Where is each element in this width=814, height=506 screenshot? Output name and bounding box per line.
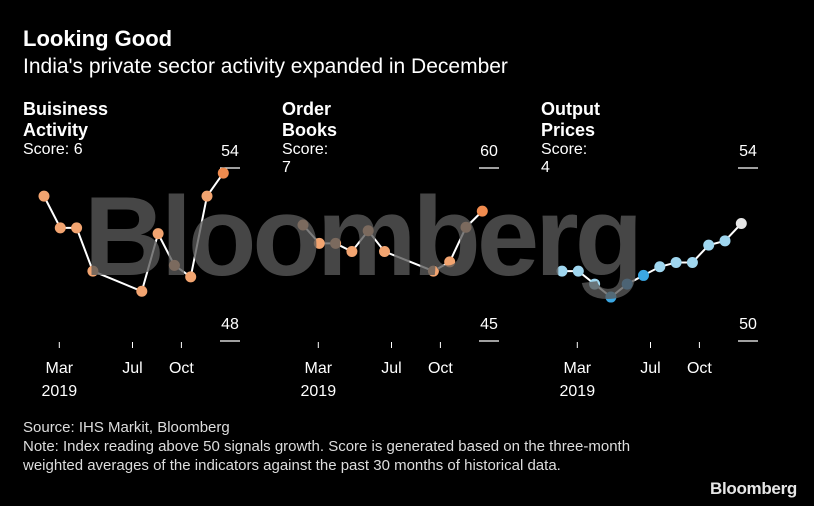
series-line (43, 172, 225, 293)
data-point (297, 219, 309, 231)
x-tick-label: Oct (169, 360, 194, 377)
data-point (572, 265, 584, 277)
x-tick-label: Oct (687, 360, 712, 377)
chart-title: Looking Good (23, 26, 173, 51)
series-line (302, 210, 484, 273)
data-point (476, 205, 488, 217)
y-tick-max: 60 (480, 143, 498, 160)
x-tick-label: Mar (305, 360, 333, 377)
panel-title: Output Prices (541, 99, 600, 140)
note-line: Note: Index reading above 50 signals gro… (23, 438, 631, 474)
data-point (589, 278, 601, 290)
data-point (638, 269, 649, 281)
panel-header: Buisiness Activity Score: 6 (23, 99, 108, 159)
data-point (621, 278, 633, 290)
y-tick-max: 54 (739, 143, 757, 160)
x-tick-year: 2019 (301, 383, 337, 400)
bloomberg-logo: Bloomberg (709, 479, 797, 498)
data-point (719, 235, 731, 247)
data-point (686, 256, 698, 268)
data-point (185, 271, 197, 283)
panel-header: Order Books Score: 7 (282, 99, 337, 177)
panel-score: Score: 4 (541, 141, 588, 176)
data-point (427, 265, 439, 277)
source-line: Source: IHS Markit, Bloomberg (23, 419, 230, 436)
data-point (136, 285, 148, 297)
x-tick-label: Mar (46, 360, 74, 377)
data-point (703, 239, 715, 251)
x-tick-label: Jul (640, 360, 660, 377)
data-point (735, 218, 747, 230)
data-point (362, 225, 374, 237)
data-point (152, 228, 164, 240)
data-point (201, 190, 213, 202)
x-tick-label: Jul (122, 360, 142, 377)
panel-score: Score: 6 (23, 141, 83, 158)
y-tick-min: 45 (480, 316, 498, 333)
data-point (670, 256, 682, 268)
x-tick-label: Oct (428, 360, 453, 377)
panel-title: Order Books (282, 99, 338, 140)
data-point (313, 237, 325, 249)
data-point (38, 190, 50, 202)
x-tick-year: 2019 (42, 383, 78, 400)
x-tick-label: Mar (564, 360, 592, 377)
data-point (379, 245, 390, 257)
y-tick-max: 54 (221, 143, 239, 160)
data-point (556, 265, 568, 277)
data-point (460, 221, 472, 233)
data-point (444, 256, 456, 268)
series-line (562, 222, 743, 299)
x-tick-label: Jul (381, 360, 401, 377)
data-point (217, 167, 229, 179)
data-point (168, 259, 180, 271)
panel-title: Buisiness Activity (23, 99, 109, 140)
data-point (87, 265, 99, 277)
data-point (71, 222, 83, 234)
y-tick-min: 50 (739, 316, 757, 333)
data-point (54, 222, 66, 234)
chart-subtitle: India's private sector activity expanded… (23, 55, 508, 78)
data-point (654, 261, 666, 273)
panel-score: Score: 7 (282, 141, 329, 176)
data-point (330, 237, 342, 249)
y-tick-min: 48 (221, 316, 239, 333)
data-point (605, 291, 617, 303)
x-tick-year: 2019 (560, 383, 596, 400)
source-note: Source: IHS Markit, Bloomberg Note: Inde… (23, 418, 663, 475)
panel-header: Output Prices Score: 4 (541, 99, 600, 177)
data-point (346, 245, 358, 257)
